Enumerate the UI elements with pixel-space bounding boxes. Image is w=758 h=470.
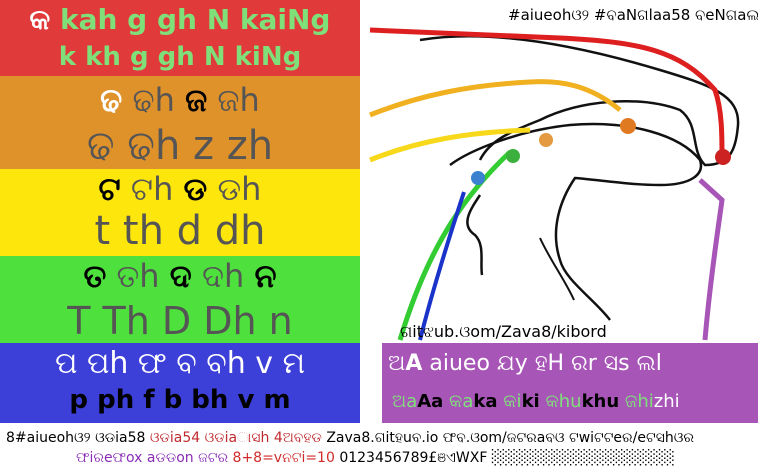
labial-row: ପ ପh ଫ ବ ବh v ମ p ph f b bh v m — [0, 343, 360, 423]
labial-script-line: ପ ପh ଫ ବ ବh v ମ — [54, 346, 306, 381]
vowel-pair-3-roman: ki — [521, 391, 540, 412]
retroflex-script-line: ଟ ଟh ଡ ଡh — [0, 173, 360, 205]
vowel-rest: aiueo ଯy ହH ରr ସs ଲl — [429, 351, 662, 376]
footer-line-2: ଫiରeଫox aଡଡon ଜଟର 8+8=vନଟi=10 0123456789… — [76, 450, 675, 466]
footer-1b: ଓଡia54 ଓଡiaାସh 4ଅବହଡ — [149, 430, 322, 446]
vowel-pair-2-script: କa — [449, 391, 474, 412]
retroflex-glyph-4: ଡh — [217, 170, 262, 208]
dental-line — [397, 150, 512, 341]
vowel-pair-4-script: କhu — [545, 391, 582, 412]
labial-line — [418, 191, 466, 341]
palatal-point — [620, 118, 636, 134]
retroflex-point — [539, 133, 553, 147]
dental-script-line: ତ ତh ଦ ଦh ନ — [0, 260, 360, 292]
dental-point — [506, 149, 520, 163]
dental-glyph-1: ତ — [83, 257, 107, 295]
footer-1c[interactable]: Zava8.ଗitହuବ.io ଫବ.ଓom/ଜଟରaବଓ ଟwiଟଟeର/eଟ… — [326, 430, 694, 446]
vowel-pair-5-script: ଜhi — [624, 391, 654, 412]
palatal-glyph-4: ଜh — [217, 81, 260, 119]
dental-row: ତ ତh ଦ ଦh ନ T Th D Dh n — [0, 256, 360, 343]
labial-roman-line: p ph f b bh v m — [69, 385, 291, 415]
velar-row: କ kah g gh N kaiNg k kh g gh N kiNg — [0, 0, 360, 76]
velar-script-line: କ kah g gh N kaiNg — [0, 6, 360, 34]
vowel-pair-1-script: ଅa — [392, 391, 418, 412]
retroflex-glyph-2: ଟh — [130, 170, 174, 208]
vowel-pair-4-roman: khu — [581, 391, 620, 412]
palatal-glyph-2: ଢh — [132, 81, 175, 119]
vowel-prefix: ଅ — [388, 351, 406, 376]
vowel-bold: A — [405, 351, 423, 376]
vowel-line-2: ଅaAa କaka କiki କhukhu ଜhizhi — [392, 391, 680, 412]
jaw-outline — [539, 237, 575, 301]
velar-roman-line: k kh g gh N kiNg — [58, 42, 302, 72]
palatal-glyph-1: ଢ — [100, 81, 123, 119]
retroflex-roman-line: t th d dh — [94, 208, 266, 254]
mouth-diagram — [369, 27, 740, 341]
vowel-line-1: ଅA aiueo ଯy ହH ରr ସs ଲl — [388, 351, 662, 376]
tongue-outline — [449, 122, 703, 321]
vowel-panel: ଅA aiueo ଯy ହH ରr ସs ଲl ଅaAa କaka କiki କ… — [382, 343, 758, 423]
dental-roman-line: T Th D Dh n — [67, 299, 293, 343]
dental-glyph-2: ତh — [116, 257, 160, 295]
vowel-pair-2-roman: ka — [473, 391, 498, 412]
velar-point — [715, 149, 731, 165]
footer-line-1: 8#aiueohଓ୨ ଓଡia58 ଓଡia54 ଓଡiaାସh 4ଅବହଡ Z… — [6, 430, 694, 446]
palatal-script-line: ଢ ଢh ଜ ଜh — [0, 84, 360, 116]
footer-2b: 8+8=vନଟi=10 — [232, 450, 335, 466]
dental-glyph-4: ଦh — [201, 257, 245, 295]
repo-link[interactable]: ଗitଝub.ଓom/Zava8/kibord — [400, 322, 607, 341]
palatal-line — [369, 79, 622, 118]
footer-2c: 0123456789£ଞଏWXF — [339, 450, 488, 466]
retroflex-glyph-1: ଟ — [98, 170, 121, 208]
vowel-pair-1-roman: Aa — [417, 391, 444, 412]
palate-outline — [419, 35, 740, 167]
dental-glyph-3: ଦ — [169, 257, 192, 295]
footer-1a: 8#aiueohଓ୨ ଓଡia58 — [6, 430, 146, 446]
labial-point — [471, 171, 485, 185]
lip-outline — [466, 194, 484, 276]
vowel-line — [698, 178, 725, 341]
retroflex-row: ଟ ଟh ଡ ଡh t th d dh — [0, 169, 360, 256]
dental-glyph-5: ନ — [254, 257, 277, 295]
velar-script-rest: kah g gh N kaiNg — [59, 3, 331, 36]
palatal-glyph-3: ଜ — [185, 81, 208, 119]
retroflex-glyph-3: ଡ — [183, 170, 208, 208]
header-tag: #aiueohଓ୨ #ବaNଗlaa58 ବeNଗaଲi — [508, 6, 758, 24]
footer-2d: ░░░░░░░░░░░░░░░░░ — [491, 450, 675, 466]
retroflex-line — [369, 127, 531, 163]
palatal-roman-line: ଢ ଢh z zh — [86, 123, 274, 169]
palatal-row: ଢ ଢh ଜ ଜh ଢ ଢh z zh — [0, 76, 360, 169]
vowel-pair-3-script: କi — [503, 391, 522, 412]
footer-2a: ଫiରeଫox aଡଡon ଜଟର — [76, 450, 229, 466]
velar-line — [369, 27, 725, 156]
vowel-pair-5-roman: zhi — [653, 391, 680, 412]
velar-script-first: କ — [29, 3, 51, 36]
